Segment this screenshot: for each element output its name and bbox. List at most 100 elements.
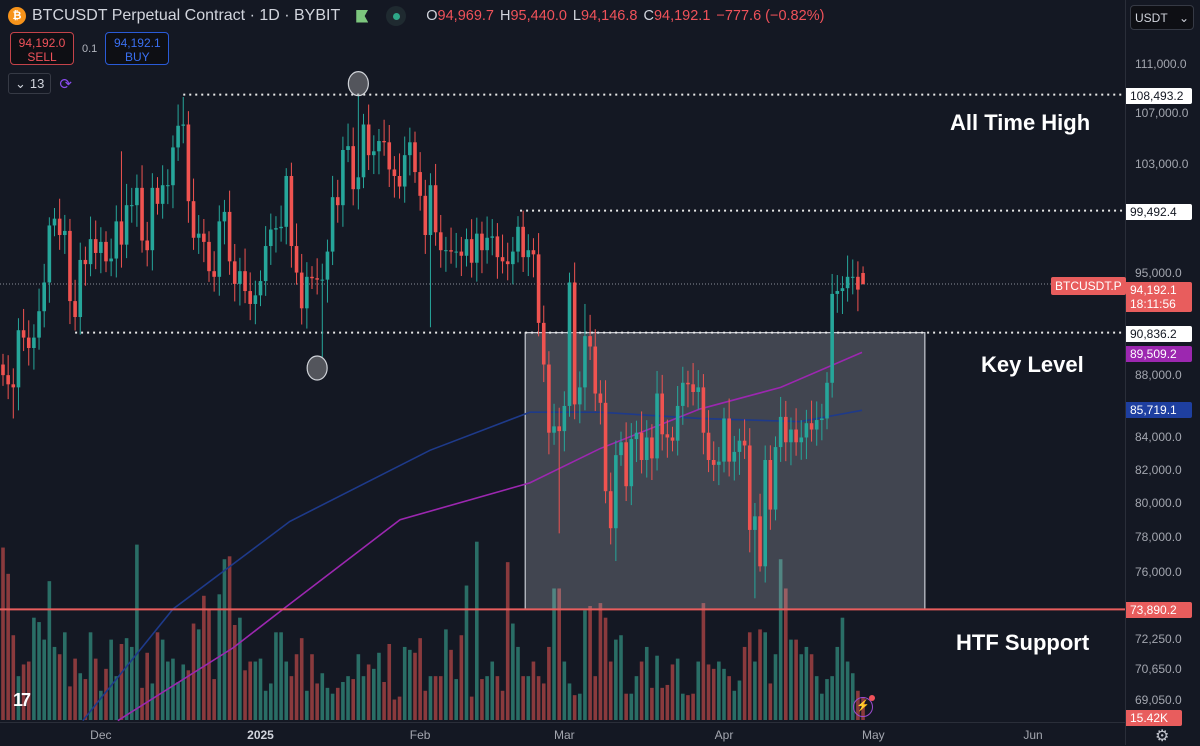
candle-body bbox=[135, 187, 139, 206]
indicators-bar: ⌄ 13 ⟳ bbox=[8, 73, 72, 94]
candle-body bbox=[588, 336, 592, 347]
candle-body bbox=[644, 437, 649, 460]
volume-bar bbox=[377, 652, 381, 720]
candle-body bbox=[93, 239, 98, 253]
candle-body bbox=[248, 291, 252, 304]
candle-body bbox=[356, 177, 361, 190]
sell-button[interactable]: 94,192.0 SELL bbox=[10, 32, 74, 65]
volume-bar bbox=[227, 556, 232, 720]
volume-bar bbox=[402, 646, 407, 720]
key-level-zone bbox=[524, 332, 926, 610]
price-chart[interactable] bbox=[0, 0, 1125, 722]
price-tick-label: 107,000.0 bbox=[1135, 106, 1189, 121]
volume-bar bbox=[665, 684, 670, 720]
candle-body bbox=[608, 491, 613, 529]
volume-bar bbox=[52, 646, 57, 720]
indicators-toggle[interactable]: ⌄ 13 bbox=[8, 73, 52, 94]
candle-body bbox=[413, 142, 417, 173]
candle-body bbox=[603, 402, 608, 492]
candle-body bbox=[711, 459, 716, 465]
volume-bar bbox=[191, 623, 196, 720]
symbol-title[interactable]: BTCUSDT Perpetual Contract · 1D · BYBIT bbox=[32, 7, 341, 24]
volume-bar bbox=[140, 687, 144, 720]
volume-bar bbox=[670, 664, 675, 720]
candle-body bbox=[274, 228, 278, 230]
bitcoin-logo-icon: ₿ bbox=[8, 7, 26, 25]
price-tick-label: 78,000.0 bbox=[1135, 529, 1182, 544]
sync-icon[interactable]: ⟳ bbox=[59, 75, 72, 93]
candle-body bbox=[124, 205, 129, 245]
volume-bar bbox=[655, 655, 659, 720]
candle-body bbox=[686, 382, 690, 385]
volume-bar bbox=[681, 693, 685, 720]
flag-icon[interactable] bbox=[356, 9, 369, 23]
lightning-icon[interactable]: ⚡ bbox=[853, 695, 875, 717]
candle-body bbox=[387, 142, 392, 170]
market-status-icon[interactable] bbox=[386, 6, 407, 26]
candle-body bbox=[578, 387, 582, 405]
chevron-down-icon: ⌄ bbox=[15, 75, 26, 91]
candle-body bbox=[320, 279, 325, 281]
candle-body bbox=[850, 276, 855, 278]
volume-bar bbox=[629, 693, 634, 720]
candle-body bbox=[418, 172, 422, 196]
volume-bar bbox=[552, 588, 556, 720]
volume-bar bbox=[274, 632, 278, 720]
volume-bar bbox=[768, 683, 773, 720]
volume-bar bbox=[279, 632, 283, 720]
volume-bar bbox=[511, 623, 515, 720]
candle-body bbox=[840, 288, 845, 292]
price-tick-label: 70,650.0 bbox=[1135, 662, 1182, 677]
tradingview-logo[interactable]: 17 bbox=[13, 690, 31, 710]
candle-body bbox=[650, 437, 654, 459]
volume-bar bbox=[408, 649, 412, 720]
volume-bar bbox=[356, 654, 361, 720]
volume-bar bbox=[135, 544, 139, 720]
price-tick-label: 88,000.0 bbox=[1135, 368, 1182, 383]
buy-button[interactable]: 94,192.1 BUY bbox=[105, 32, 170, 65]
candle-body bbox=[500, 257, 505, 262]
candle-body bbox=[567, 282, 572, 406]
volume-bar bbox=[119, 644, 124, 720]
ma-purple-line bbox=[117, 351, 863, 722]
candle-body bbox=[552, 426, 556, 433]
candle-body bbox=[150, 187, 155, 251]
volume-bar bbox=[150, 683, 155, 720]
volume-bar bbox=[166, 661, 170, 720]
annotation-key-level: Key Level bbox=[981, 352, 1084, 377]
volume-bar bbox=[820, 693, 824, 720]
candle-body bbox=[454, 251, 458, 253]
volume-bar bbox=[701, 603, 706, 720]
volume-bar bbox=[269, 683, 273, 720]
key-level-price-label: 90,836.2 bbox=[1126, 326, 1192, 342]
candle-body bbox=[835, 291, 840, 294]
candle-body bbox=[727, 418, 731, 462]
volume-bar bbox=[794, 639, 798, 720]
price-tick-label: 111,000.0 bbox=[1135, 57, 1187, 71]
volume-bar bbox=[825, 679, 829, 720]
currency-select[interactable]: USDT ⌄ bbox=[1130, 5, 1194, 30]
last-price-label: 94,192.1 18:11:56 bbox=[1126, 282, 1192, 312]
candle-body bbox=[444, 250, 448, 252]
volume-bar bbox=[68, 686, 72, 720]
candle-body bbox=[47, 225, 52, 283]
time-axis[interactable] bbox=[0, 722, 1125, 745]
volume-bar bbox=[475, 541, 479, 720]
candle-body bbox=[722, 418, 726, 462]
settings-gear-icon[interactable]: ⚙ bbox=[1155, 728, 1170, 745]
candle-body bbox=[88, 239, 93, 265]
spread-value: 0.1 bbox=[82, 42, 98, 55]
volume-bar bbox=[737, 680, 742, 720]
candle-body bbox=[480, 233, 484, 251]
volume-bar bbox=[83, 679, 88, 720]
volume-bar bbox=[418, 638, 422, 720]
candle-body bbox=[6, 375, 10, 385]
volume-bar bbox=[495, 676, 500, 720]
candle-body bbox=[660, 393, 664, 435]
price-tick-label: 84,000.0 bbox=[1135, 430, 1182, 445]
price-axis[interactable] bbox=[1125, 0, 1200, 745]
candle-body bbox=[438, 232, 443, 251]
candle-body bbox=[330, 197, 335, 252]
volume-bar bbox=[341, 682, 345, 720]
volume-bar bbox=[124, 638, 129, 720]
